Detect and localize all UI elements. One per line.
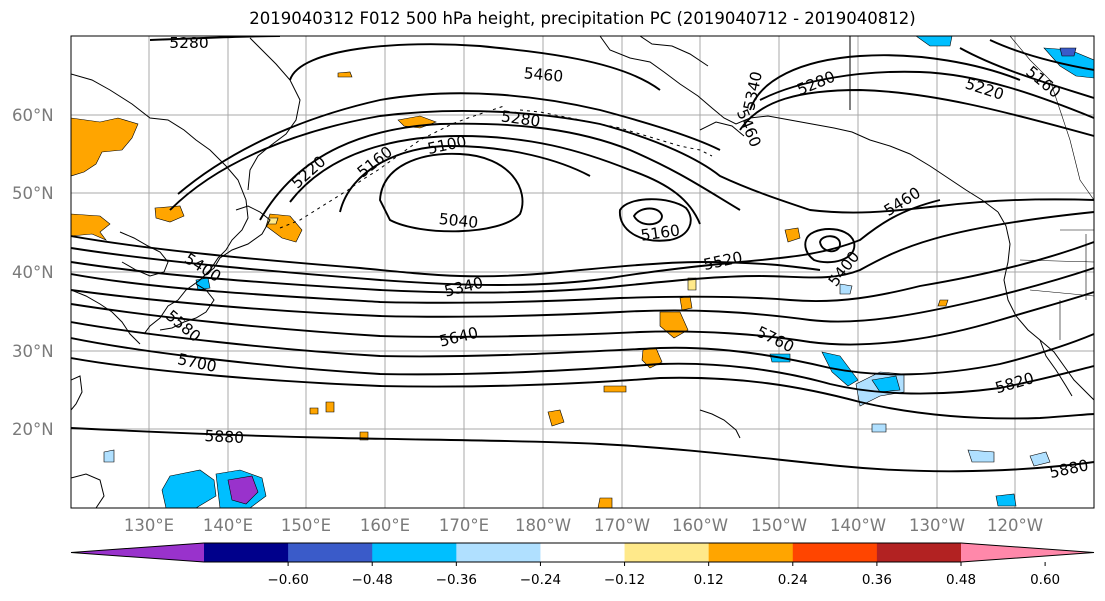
lat-label: 60°N — [12, 106, 54, 125]
colorbar-tick-label: −0.60 — [267, 572, 308, 588]
height-contours — [71, 36, 1094, 473]
contour-label: 5040 — [438, 210, 479, 232]
map-title: 2019040312 F012 500 hPa height, precipit… — [249, 9, 916, 28]
lon-label: 140°W — [830, 516, 886, 535]
lon-label: 180°W — [515, 516, 571, 535]
colorbar-segment — [288, 543, 373, 562]
contour-label: 5280 — [169, 34, 208, 52]
colorbar-tick-label: −0.48 — [352, 572, 393, 588]
contour-label: 5280 — [500, 107, 542, 130]
colorbar-extend-max — [961, 543, 1094, 562]
colorbar-segment — [876, 543, 962, 562]
colorbar-extend-min — [71, 543, 204, 562]
lon-label: 150°W — [751, 516, 807, 535]
lat-label: 30°N — [12, 342, 54, 361]
colorbar-tick-label: 0.36 — [862, 572, 892, 588]
lat-label: 50°N — [12, 184, 54, 203]
precip-positive — [71, 71, 949, 508]
colorbar-segment — [540, 543, 626, 562]
map-frame — [70, 35, 1095, 509]
lon-label: 170°E — [439, 516, 489, 535]
colorbar-outline — [70, 542, 1095, 563]
contour-label: 5460 — [523, 64, 564, 85]
lon-label: 170°W — [594, 516, 650, 535]
colorbar-tick-label: 0.60 — [1030, 572, 1060, 588]
colorbar-tick-label: −0.36 — [436, 572, 477, 588]
colorbar-segment — [624, 543, 710, 562]
lon-label: 140°E — [203, 516, 253, 535]
lon-label: 120°W — [987, 516, 1043, 535]
longitude-labels: 130°E 140°E 150°E 160°E 170°E 180°W 170°… — [124, 516, 1043, 535]
precip-negative — [103, 36, 1094, 508]
lon-label: 160°E — [360, 516, 410, 535]
contour-label: 5880 — [204, 427, 244, 447]
colorbar-tick-label: 0.24 — [778, 572, 808, 588]
lon-label: 160°W — [672, 516, 728, 535]
colorbar: −0.60 −0.48 −0.36 −0.24 −0.12 0.12 0.24 0.36 0.4… — [70, 542, 1095, 588]
coastlines — [71, 36, 1094, 508]
colorbar-segment — [204, 543, 289, 562]
lon-label: 150°E — [281, 516, 331, 535]
colorbar-tick-label: 0.48 — [946, 572, 976, 588]
lat-label: 40°N — [12, 263, 54, 282]
colorbar-segment — [792, 543, 878, 562]
lon-label: 130°E — [124, 516, 174, 535]
colorbar-tick-label: −0.24 — [520, 572, 561, 588]
colorbar-segment — [456, 543, 541, 562]
lon-label: 130°W — [909, 516, 965, 535]
colorbar-tick-label: 0.12 — [694, 572, 724, 588]
colorbar-tick-label: −0.12 — [604, 572, 645, 588]
colorbar-segment — [372, 543, 457, 562]
latitude-labels: 60°N 50°N 40°N 30°N 20°N — [12, 106, 54, 439]
lat-label: 20°N — [12, 420, 54, 439]
contour-label: 5160 — [640, 221, 682, 244]
colorbar-segment — [708, 543, 794, 562]
